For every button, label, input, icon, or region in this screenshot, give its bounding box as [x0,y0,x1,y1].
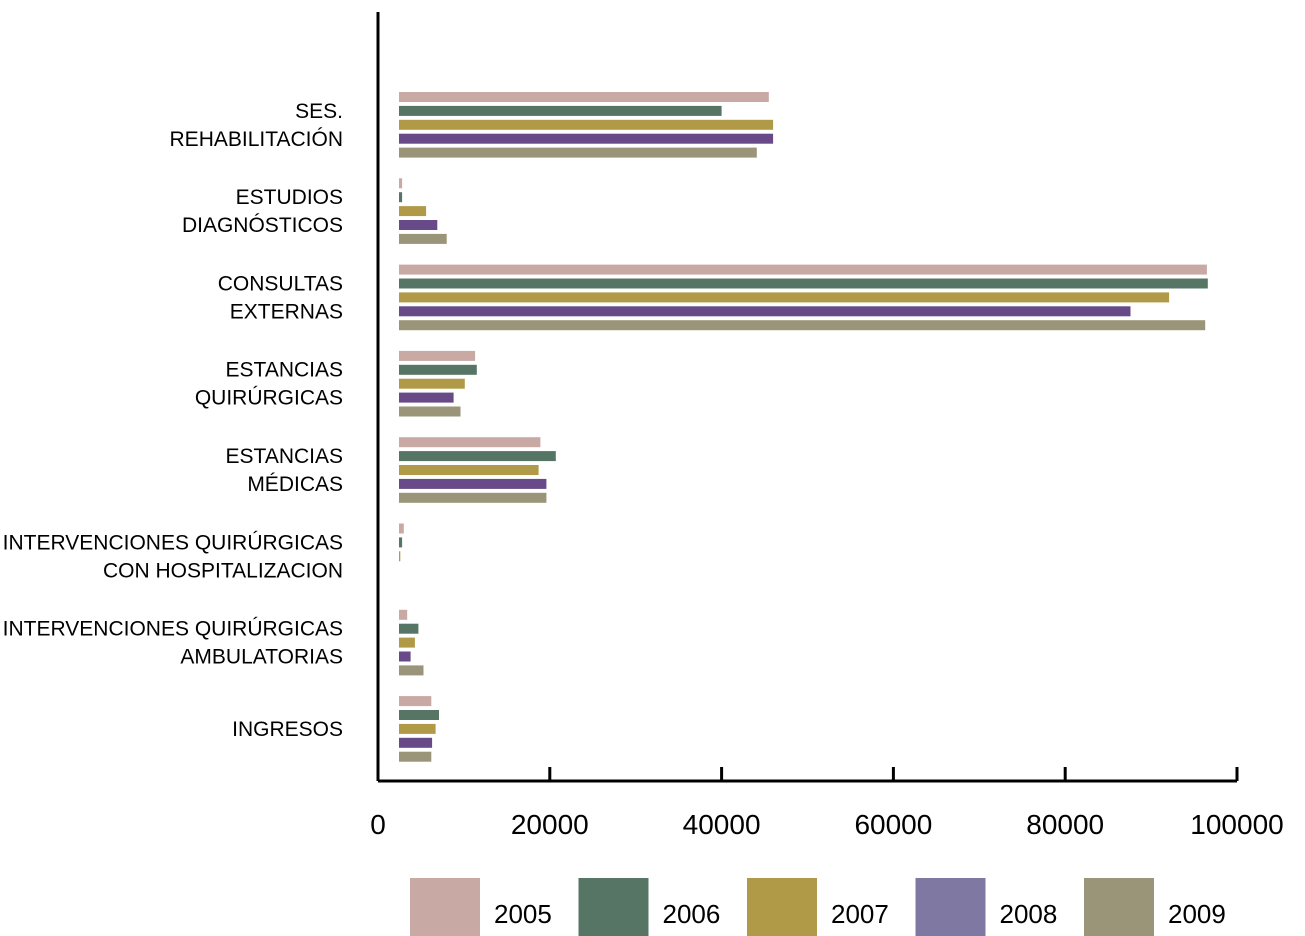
bar-2005-cat-5 [399,523,404,534]
bar-2005-cat-6 [399,609,408,620]
x-tick-label-0: 0 [370,809,386,840]
x-tick-label-4: 80000 [1026,809,1104,840]
bar-2005-cat-7 [399,696,432,707]
category-label-7-line-0: INGRESOS [232,718,343,741]
category-label-4-line-0: ESTANCIAS [226,445,343,468]
bar-2006-cat-7 [399,710,439,720]
category-label-5-line-0: INTERVENCIONES QUIRÚRGICAS [3,531,343,554]
legend-swatch-2006 [578,878,649,936]
bar-2007-cat-7 [399,723,436,734]
category-label-0-line-1: REHABILITACIÓN [170,128,343,151]
bar-2006-cat-4 [399,451,556,462]
category-label-3-line-0: ESTANCIAS [226,359,343,382]
bar-2009-cat-2 [399,320,1206,331]
bar-2006-cat-2 [399,278,1208,289]
bar-2007-cat-0 [399,119,774,130]
bar-2008-cat-3 [399,392,454,403]
legend-swatch-2009 [1084,878,1154,936]
legend-label-2008: 2008 [1000,899,1058,929]
bars-group [399,92,1208,762]
bar-2007-cat-3 [399,378,465,389]
legend-swatch-2005 [410,878,480,936]
bar-2008-cat-2 [399,306,1131,317]
category-label-6-line-0: INTERVENCIONES QUIRÚRGICAS [3,618,343,641]
legend-label-2009: 2009 [1168,899,1226,929]
bar-2009-cat-0 [399,147,757,158]
legend: 2005 2006 2007 2008 2009 [410,878,1226,936]
category-label-0-line-0: SES. [295,100,343,123]
legend-swatch-2007 [747,878,817,936]
bar-2006-cat-3 [399,364,477,375]
bar-2005-cat-4 [399,437,541,448]
bar-2009-cat-3 [399,406,461,417]
x-tick-label-1: 20000 [511,809,589,840]
bar-2009-cat-1 [399,233,447,244]
category-label-6-line-1: AMBULATORIAS [180,646,343,669]
category-label-2-line-1: EXTERNAS [230,300,343,323]
x-tick-label-5: 100000 [1190,809,1283,840]
category-label-1-line-1: DIAGNÓSTICOS [182,214,343,237]
legend-label-2006: 2006 [663,899,721,929]
category-label-4-line-1: MÉDICAS [247,473,343,496]
bar-2009-cat-4 [399,492,547,503]
bar-2008-cat-0 [399,133,774,144]
bar-2007-cat-2 [399,292,1170,303]
bar-2005-cat-3 [399,350,476,361]
bar-2006-cat-0 [399,105,722,116]
bar-2009-cat-6 [399,665,424,676]
category-label-2-line-0: CONSULTAS [218,272,343,295]
category-label-3-line-1: QUIRÚRGICAS [195,387,343,410]
category-label-5-line-1: CON HOSPITALIZACION [103,559,343,582]
bar-2005-cat-2 [399,264,1207,275]
legend-label-2005: 2005 [494,899,552,929]
bar-2008-cat-7 [399,737,433,748]
bar-2008-cat-1 [399,220,438,230]
bar-2008-cat-6 [399,651,411,662]
legend-swatch-2008 [915,878,986,936]
x-axis-ticks: 0 20000 40000 60000 80000 100000 [370,767,1284,840]
bar-2007-cat-5 [399,551,401,562]
bar-2005-cat-0 [399,92,769,102]
x-tick-label-3: 60000 [854,809,932,840]
bar-2006-cat-1 [399,192,403,203]
bar-2009-cat-7 [399,751,432,762]
bar-2005-cat-1 [399,178,403,189]
bar-2007-cat-6 [399,637,415,648]
bar-2008-cat-4 [399,478,547,489]
bar-2006-cat-5 [399,537,403,548]
bar-2007-cat-1 [399,206,427,217]
x-tick-label-2: 40000 [683,809,761,840]
legend-label-2007: 2007 [831,899,889,929]
category-label-1-line-0: ESTUDIOS [236,186,343,209]
bar-2006-cat-6 [399,623,419,634]
category-labels: SES. REHABILITACIÓN ESTUDIOS DIAGNÓSTICOS CO… [3,100,343,741]
bar-2007-cat-4 [399,465,539,475]
